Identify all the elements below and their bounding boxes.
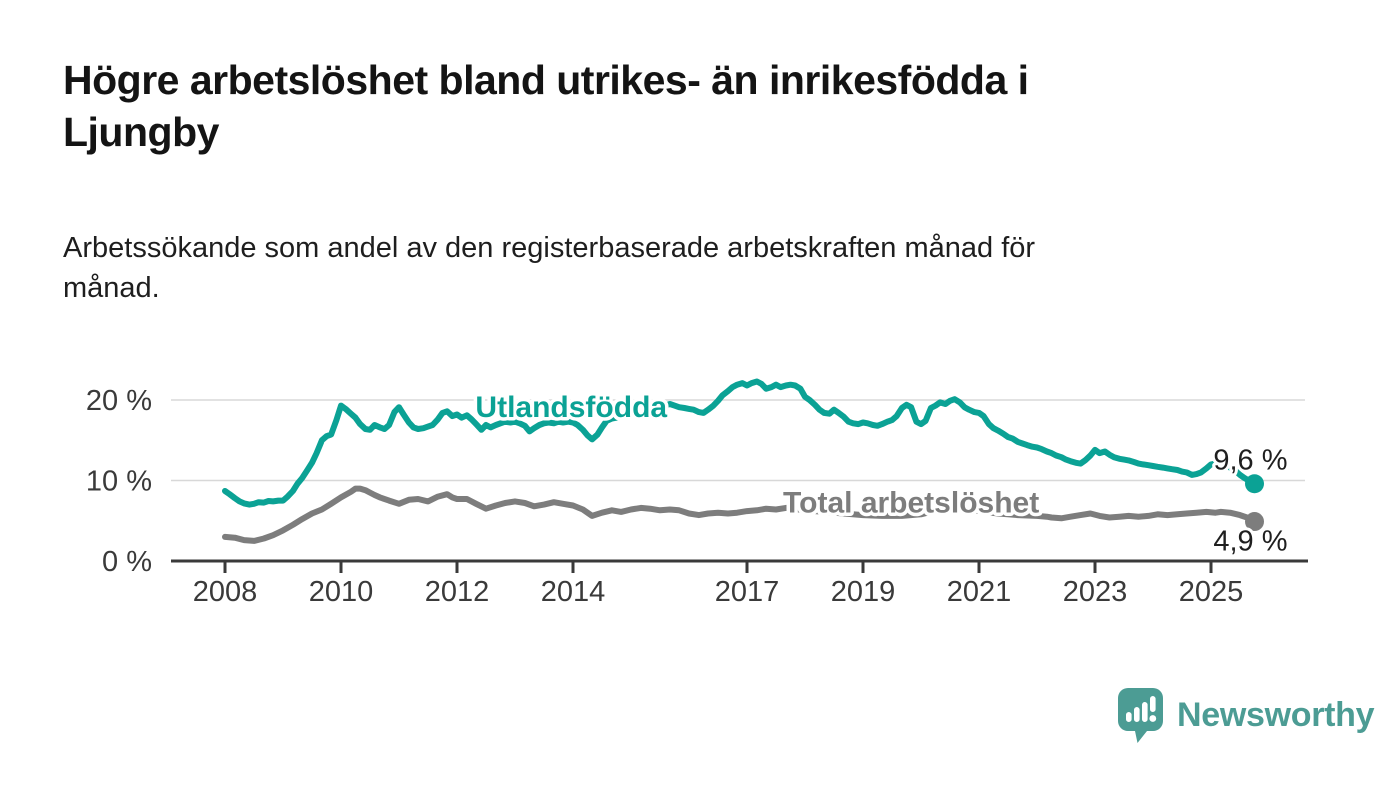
- x-axis-tick-label-2008: 2008: [193, 576, 258, 608]
- series-label-total-arbetsloshet: Total arbetslöshet: [783, 486, 1039, 519]
- x-axis-tick-label-2014: 2014: [541, 576, 606, 608]
- end-value-label-utlandsfodda: 9,6 %: [1213, 445, 1287, 477]
- x-axis-tick-label-2019: 2019: [831, 576, 896, 608]
- x-axis-tick-label-2025: 2025: [1179, 576, 1244, 608]
- series-end-dot-total-arbetsloshet: [1245, 512, 1264, 532]
- exclamation-dot: [1149, 714, 1157, 722]
- y-axis-tick-label-10: 10 %: [86, 466, 152, 498]
- page-title: Högre arbetslöshet bland utrikes- än inr…: [63, 57, 1029, 156]
- x-axis-tick-label-2021: 2021: [947, 576, 1012, 608]
- y-axis-tick-label-0: 0 %: [102, 546, 152, 578]
- brand-name: Newsworthy: [1177, 695, 1375, 734]
- series-line-utlandsfodda: [222, 378, 1258, 508]
- bar-medium: [1134, 706, 1140, 722]
- y-axis-tick-label-20: 20 %: [86, 385, 152, 417]
- x-axis-tick-label-2010: 2010: [309, 576, 374, 608]
- bar-large: [1142, 701, 1148, 722]
- page-subtitle: Arbetssökande som andel av den registerb…: [63, 232, 1036, 305]
- series-label-utlandsfodda: Utlandsfödda: [475, 391, 667, 424]
- end-value-label-total-arbetsloshet: 4,9 %: [1213, 526, 1287, 558]
- x-axis-tick-label-2023: 2023: [1063, 576, 1128, 608]
- speech-bubble-shape: [1118, 687, 1163, 743]
- series-end-dot-utlandsfodda: [1245, 474, 1264, 494]
- newsworthy-logo-icon: [1118, 687, 1163, 743]
- series-line-total-arbetsloshet: [222, 485, 1258, 544]
- brand-footer: Newsworthy: [1117, 686, 1375, 744]
- bar-small: [1126, 711, 1132, 722]
- x-axis-tick-label-2017: 2017: [715, 576, 780, 608]
- x-axis-tick-label-2012: 2012: [425, 576, 490, 608]
- exclamation-stroke: [1150, 695, 1156, 712]
